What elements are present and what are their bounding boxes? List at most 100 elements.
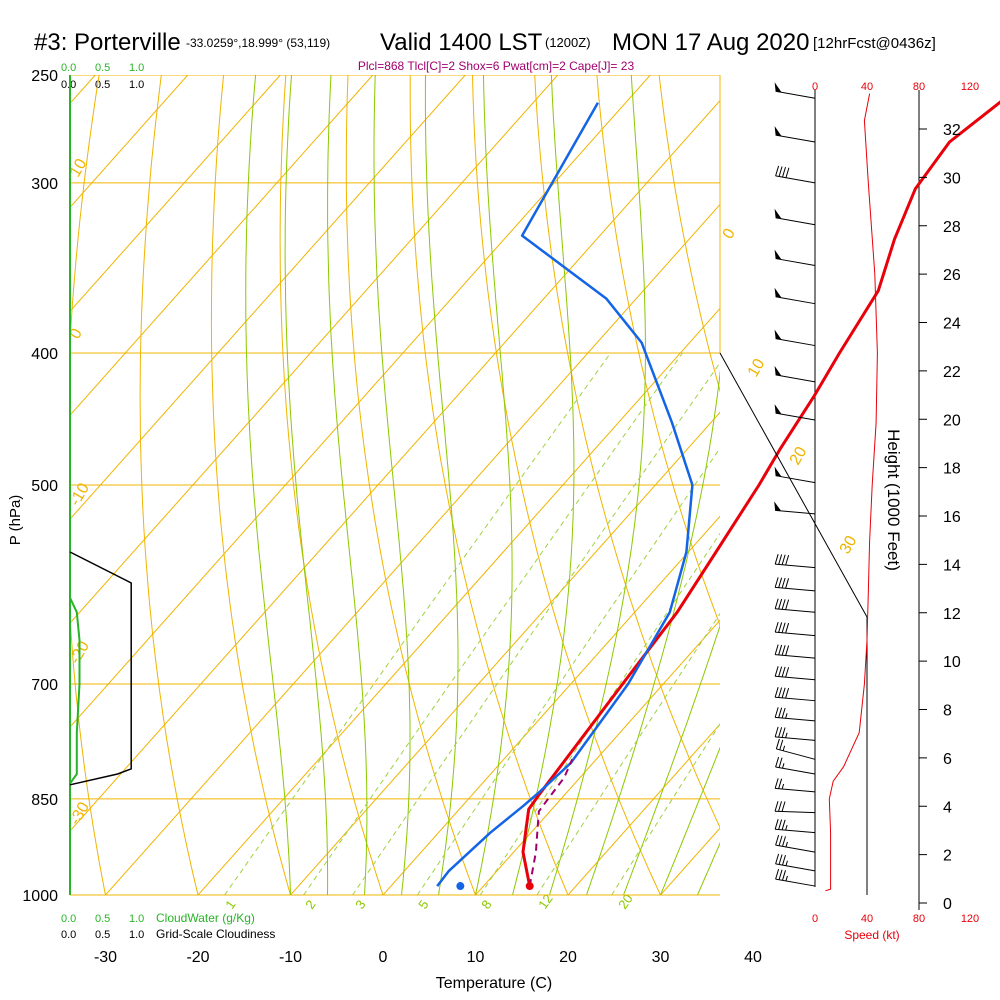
wind-barb-pennant bbox=[774, 365, 782, 376]
wind-barb-staff-line bbox=[775, 412, 816, 421]
wind-barb-feather bbox=[778, 869, 783, 880]
height-tick-label: 2 bbox=[943, 848, 952, 865]
cloudiness-line bbox=[69, 551, 132, 786]
dry-adiabat-line bbox=[70, 75, 107, 895]
wind-barb-feather bbox=[778, 778, 783, 789]
wind-barb-feather bbox=[775, 738, 780, 750]
cloud-scale-top-green-0: 0.0 bbox=[61, 62, 76, 74]
wind-barb-staff-line bbox=[775, 828, 816, 834]
wind-barb-staff-line bbox=[775, 374, 816, 383]
wind-barb bbox=[775, 165, 816, 184]
station-title: #3: Porterville bbox=[34, 29, 181, 56]
sounding-indices: Plcl=868 Tlcl[C]=2 Shox=6 Pwat[cm]=2 Cap… bbox=[358, 59, 635, 73]
speed-top-tick-1: 40 bbox=[861, 81, 873, 93]
adiabat-label: 30 bbox=[837, 533, 861, 557]
wind-barb-pennant bbox=[774, 501, 782, 511]
mixing-ratio-label: 20 bbox=[615, 891, 636, 911]
mixing-ratio-line bbox=[352, 361, 720, 895]
wind-barb-feather bbox=[781, 687, 786, 698]
temperature-tick-label: 0 bbox=[379, 949, 388, 966]
isotherm-line bbox=[70, 75, 466, 520]
temperature-tick-label: 30 bbox=[652, 949, 670, 966]
wind-barb-staff-line bbox=[775, 563, 816, 569]
wind-barb-staff-line bbox=[775, 810, 816, 814]
isotherm-line bbox=[70, 99, 720, 832]
wind-barb-feather bbox=[774, 577, 779, 588]
wind-barb-half-feather bbox=[781, 783, 785, 790]
height-tick-label: 26 bbox=[943, 267, 961, 284]
wind-barb-half-feather bbox=[785, 860, 788, 866]
wind-barb-feather bbox=[782, 854, 786, 866]
cloudiness-label: Grid-Scale Cloudiness bbox=[156, 927, 275, 941]
height-tick-label: 4 bbox=[943, 799, 952, 816]
isotherm-line bbox=[0, 75, 3, 895]
wind-barb-feather bbox=[778, 622, 783, 633]
wind-barb bbox=[774, 726, 816, 741]
wind-barb-feather bbox=[774, 598, 779, 609]
wind-barb-staff-line bbox=[775, 631, 816, 637]
wind-barb-feather bbox=[774, 666, 779, 677]
wind-barb-feather bbox=[774, 644, 779, 655]
temperature-tick-label: 20 bbox=[559, 949, 577, 966]
wind-barb-staff-line bbox=[775, 608, 816, 613]
wind-barb-pennant bbox=[774, 126, 782, 137]
wind-barb-feather bbox=[785, 578, 790, 589]
wind-barb bbox=[775, 834, 816, 853]
wind-barb-staff-line bbox=[775, 736, 816, 741]
wind-barb-feather bbox=[778, 577, 783, 588]
moist-adiabat-line bbox=[660, 746, 720, 895]
height-tick-label: 12 bbox=[943, 606, 961, 623]
wind-barb-feather bbox=[781, 554, 786, 565]
wind-barb-feather bbox=[775, 853, 780, 865]
surface-dewpoint-point bbox=[456, 882, 465, 891]
wind-barb-feather bbox=[778, 166, 783, 177]
height-tick-label: 20 bbox=[943, 412, 961, 429]
wind-barb-pennant bbox=[774, 82, 782, 93]
isotherm-line bbox=[753, 75, 1000, 895]
wind-barb-feather bbox=[775, 834, 780, 846]
wind-barb bbox=[774, 287, 816, 305]
speed-top-tick-0: 0 bbox=[812, 81, 818, 93]
adiabat-label: 20 bbox=[787, 444, 811, 468]
wind-barb-staff-line bbox=[775, 134, 816, 143]
wind-barb bbox=[774, 554, 816, 569]
mixing-ratio-label: 8 bbox=[478, 897, 494, 912]
moist-adiabat-line bbox=[697, 842, 720, 895]
wind-barb-feather bbox=[778, 835, 783, 846]
adiabat-label: 10 bbox=[745, 356, 769, 380]
wind-barb-feather bbox=[778, 727, 783, 738]
isotherm-line bbox=[70, 75, 559, 624]
wind-barb bbox=[774, 644, 816, 659]
wind-barb-staff-line bbox=[775, 175, 816, 184]
wind-barb bbox=[774, 598, 816, 613]
isotherm-line bbox=[197, 307, 720, 895]
wind-barb-feather bbox=[781, 622, 786, 633]
dry-adiabat-line bbox=[658, 75, 720, 393]
wind-barb bbox=[775, 868, 816, 887]
wind-barb-feather bbox=[785, 645, 790, 656]
wind-barb-feather bbox=[785, 599, 790, 610]
mixing-ratio-label: 12 bbox=[535, 891, 556, 911]
wind-barb bbox=[774, 707, 816, 722]
cloud-scale-bottom-green-2: 1.0 bbox=[129, 913, 144, 925]
pressure-tick-label: 250 bbox=[31, 68, 58, 85]
height-tick-label: 18 bbox=[943, 461, 961, 478]
wind-barb-staff-line bbox=[775, 716, 816, 722]
wind-barb-feather bbox=[774, 778, 779, 789]
moist-adiabat-line bbox=[424, 75, 459, 895]
y-axis-title: P (hPa) bbox=[7, 495, 24, 546]
speed-top-tick-3: 120 bbox=[961, 81, 979, 93]
temperature-tick-label: -30 bbox=[94, 949, 117, 966]
cloud-scale-bottom-black-1: 0.5 bbox=[95, 929, 110, 941]
isotherm-line bbox=[290, 411, 720, 895]
speed-bottom-tick-2: 80 bbox=[913, 913, 925, 925]
mixing-ratio-line bbox=[416, 447, 720, 895]
mixing-ratio-label: 2 bbox=[302, 897, 318, 912]
wind-barb bbox=[775, 738, 816, 760]
wind-barb-pennant bbox=[774, 329, 782, 340]
wind-barb-pennant bbox=[774, 249, 782, 260]
wind-barb-feather bbox=[781, 707, 786, 719]
speed-bottom-tick-3: 120 bbox=[961, 913, 979, 925]
cloud-scale-bottom-green-1: 0.5 bbox=[95, 913, 110, 925]
isotherm-line bbox=[105, 203, 720, 895]
